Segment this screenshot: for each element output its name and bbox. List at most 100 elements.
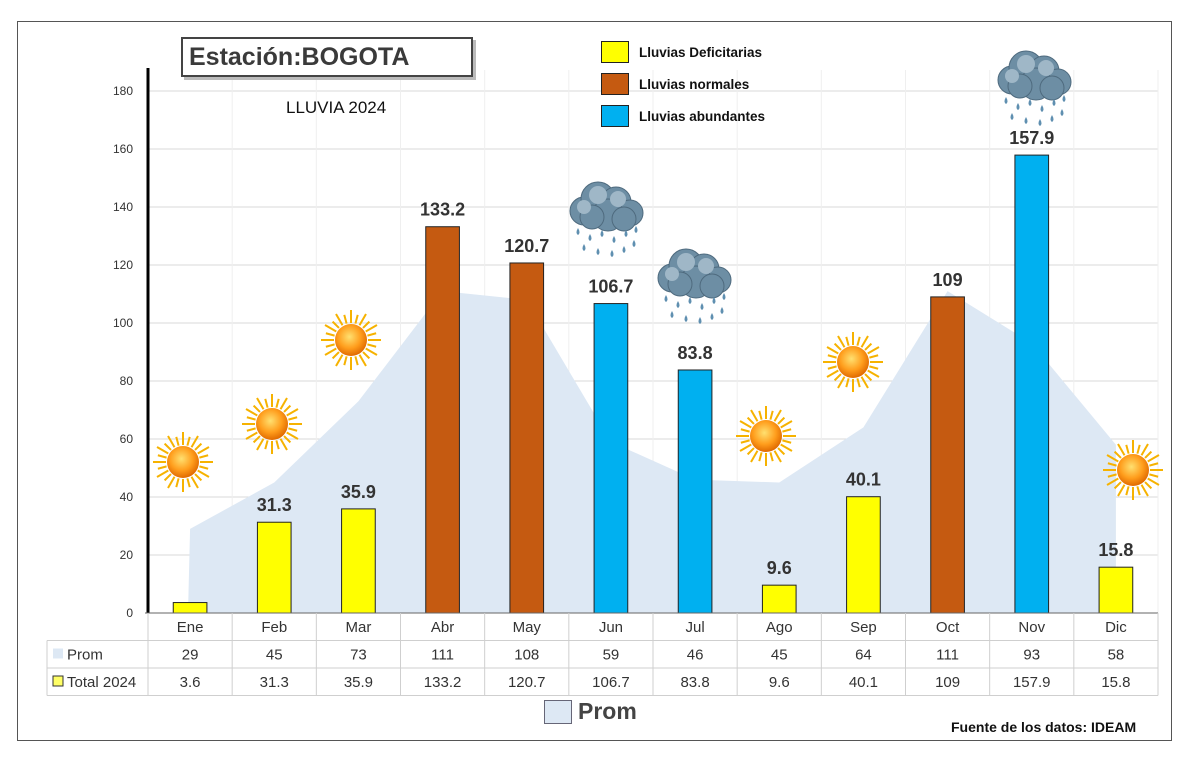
x-tick-label: Nov (1018, 619, 1045, 636)
cloud-highlight (577, 200, 591, 214)
prom-legend-swatch (544, 699, 572, 724)
table-cell: 45 (266, 647, 283, 664)
bar-nov (1014, 154, 1050, 614)
bar-sep (846, 496, 881, 614)
table-cell: 15.8 (1101, 674, 1130, 691)
raindrop (610, 250, 614, 257)
sun-ray (288, 427, 298, 432)
sun-ray (856, 378, 861, 388)
raindrop (720, 307, 724, 314)
raindrop (1062, 95, 1066, 102)
table-row-label: Total 2024 (67, 674, 136, 691)
sun-ray (864, 342, 873, 351)
sun-icon (1103, 440, 1163, 500)
sun-ray (740, 428, 750, 433)
bar-feb (256, 521, 292, 614)
sun-ray (186, 478, 191, 488)
table-cell: 31.3 (260, 674, 289, 691)
x-tick-label: Abr (431, 619, 454, 636)
sun-ray (288, 416, 298, 421)
legend: Lluvias Deficitarias Lluvias normales Ll… (601, 36, 765, 132)
raindrop (1024, 117, 1028, 124)
sun-ray (190, 476, 199, 489)
table-cell: 3.6 (180, 674, 201, 691)
data-source: Fuente de los datos: IDEAM (951, 719, 1137, 735)
sun-ray (827, 354, 837, 359)
bar-value-label: 83.8 (678, 343, 713, 363)
raindrop (612, 236, 616, 243)
sun-ray (1107, 473, 1117, 478)
y-tick-label: 40 (120, 490, 134, 504)
sun-ray (782, 428, 792, 433)
raindrop (1010, 113, 1014, 120)
sun-ray (826, 369, 839, 378)
sun-ray (197, 446, 210, 455)
raindrop (1038, 119, 1042, 126)
sun-ray (773, 409, 782, 422)
raindrop (1016, 103, 1020, 110)
table-cell: 40.1 (849, 674, 878, 691)
station-label: Estación: (189, 42, 302, 71)
raindrop (1040, 105, 1044, 112)
sun-ray (758, 452, 763, 462)
raindrop (670, 311, 674, 318)
sun-ray (1149, 462, 1159, 467)
bar-ene (172, 602, 208, 614)
sun-ray (769, 452, 774, 462)
table-cell: 108 (514, 647, 539, 664)
raindrop (582, 244, 586, 251)
sun-ray (740, 439, 750, 444)
cloud-puff (699, 273, 725, 299)
raindrop (676, 301, 680, 308)
sun-ray (869, 365, 879, 370)
sun-ray (864, 373, 873, 382)
sun-ray (746, 447, 755, 456)
table-cell: 64 (855, 647, 872, 664)
x-tick-label: Ago (766, 619, 793, 636)
raindrop (600, 230, 604, 237)
sun-ray (1106, 477, 1119, 486)
table-row-label: Prom (67, 647, 103, 664)
sun-ray (279, 397, 288, 410)
legend-label-abundantes: Lluvias abundantes (639, 108, 766, 124)
sun-ray (827, 365, 837, 370)
table-cell: 46 (687, 647, 704, 664)
raindrop (684, 315, 688, 322)
table-cell: 106.7 (592, 674, 630, 691)
bar-value-label: 31.3 (257, 495, 292, 515)
sun-ray (845, 336, 850, 346)
bottom-legend: Prom (544, 698, 637, 725)
table-cell: 109 (935, 674, 960, 691)
sun-ray (167, 435, 176, 448)
sun-ray (1147, 454, 1160, 463)
sun-ray (867, 346, 880, 355)
sun-ray (325, 343, 335, 348)
sun-ray (746, 416, 755, 425)
table-cell: 45 (771, 647, 788, 664)
y-tick-label: 20 (120, 548, 134, 562)
legend-swatch-normales (601, 73, 629, 95)
x-tick-label: Ene (177, 619, 204, 636)
sun-ray (283, 435, 292, 444)
sun-ray (1136, 444, 1141, 454)
chart-title: LLUVIA 2024 (286, 98, 387, 117)
bar-jul (677, 369, 713, 614)
y-tick-label: 140 (113, 200, 133, 214)
sun-ray (331, 351, 340, 360)
sun-ray (358, 313, 367, 326)
sun-ray (157, 465, 167, 470)
sun-icon (153, 432, 213, 492)
sun-ray (197, 469, 210, 478)
sun-ray (1140, 484, 1149, 497)
sun-ray (758, 410, 763, 420)
y-tick-label: 60 (120, 432, 134, 446)
sun-ray (780, 420, 793, 429)
sun-ray (286, 431, 299, 440)
sun-ray (367, 343, 377, 348)
bar-value-label: 15.8 (1098, 540, 1133, 560)
prom-area (188, 291, 1116, 613)
sun-ray (343, 356, 348, 366)
cloud-highlight (677, 253, 695, 271)
sun-ray (782, 439, 792, 444)
sun-ray (869, 354, 879, 359)
